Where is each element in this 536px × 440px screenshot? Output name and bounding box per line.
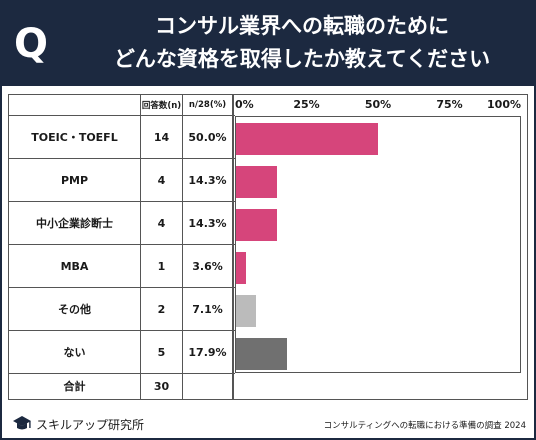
x-axis-labels: 0% 25% 50% 75% 100% [235,95,527,113]
question-header: Q コンサル業界への転職のために どんな資格を取得したか教えてください [0,0,536,86]
header-percent: n/28(%) [183,95,233,115]
count-value: 1 [141,245,183,287]
table-row: TOEIC・TOEFL 14 50.0% [9,116,235,159]
table-row: ない 5 17.9% [9,331,235,374]
total-value: 30 [141,373,183,399]
brand-name: スキルアップ研究所 [36,417,145,432]
count-value: 4 [141,202,183,244]
bar-4 [236,252,247,284]
category-label: ない [9,331,141,373]
x-tick-label: 100% [487,98,521,111]
bar-2 [236,166,277,198]
count-value: 2 [141,288,183,330]
count-value: 5 [141,331,183,373]
percent-value: 14.3% [183,202,233,244]
total-row: 合計 30 [9,373,235,399]
graduation-cap-icon [13,416,31,430]
table-row: その他 2 7.1% [9,288,235,331]
results-table: 回答数(n) n/28(%) TOEIC・TOEFL 14 50.0% PMP 4 14.… [8,94,528,400]
question-title: コンサル業界への転職のために どんな資格を取得したか教えてください [92,10,512,76]
bar-3 [236,209,277,241]
title-line-1: コンサル業界への転職のために [155,14,449,38]
category-label: PMP [9,159,141,201]
count-value: 4 [141,159,183,201]
bar-5 [236,295,257,327]
x-tick-label: 75% [436,98,463,111]
header-count: 回答数(n) [141,95,183,115]
title-line-2: どんな資格を取得したか教えてください [113,47,491,71]
percent-value: 14.3% [183,159,233,201]
bar-plot-area [235,116,521,373]
bar-1 [236,123,378,155]
brand-logo: スキルアップ研究所 [12,414,144,434]
percent-value: 17.9% [183,331,233,373]
table-header-row: 回答数(n) n/28(%) [9,95,235,116]
source-note: コンサルティングへの転職における準備の調査 2024 [323,421,526,431]
x-tick-label: 50% [364,98,392,111]
total-pct-blank [183,373,233,399]
category-label: TOEIC・TOEFL [9,116,141,158]
x-tick-label: 0% [235,98,254,111]
category-label: その他 [9,288,141,330]
table-chart-separator [233,95,234,399]
table-row: PMP 4 14.3% [9,159,235,202]
q-mark: Q [14,21,49,67]
category-label: 中小企業診断士 [9,202,141,244]
percent-value: 7.1% [183,288,233,330]
percent-value: 50.0% [183,116,233,158]
x-tick-label: 25% [293,98,320,111]
bar-6 [236,338,287,370]
header-blank-cell [9,95,141,115]
percent-value: 3.6% [183,245,233,287]
table-row: 中小企業診断士 4 14.3% [9,202,235,245]
count-value: 14 [141,116,183,158]
table-row: MBA 1 3.6% [9,245,235,288]
category-label: MBA [9,245,141,287]
total-label: 合計 [9,373,141,399]
